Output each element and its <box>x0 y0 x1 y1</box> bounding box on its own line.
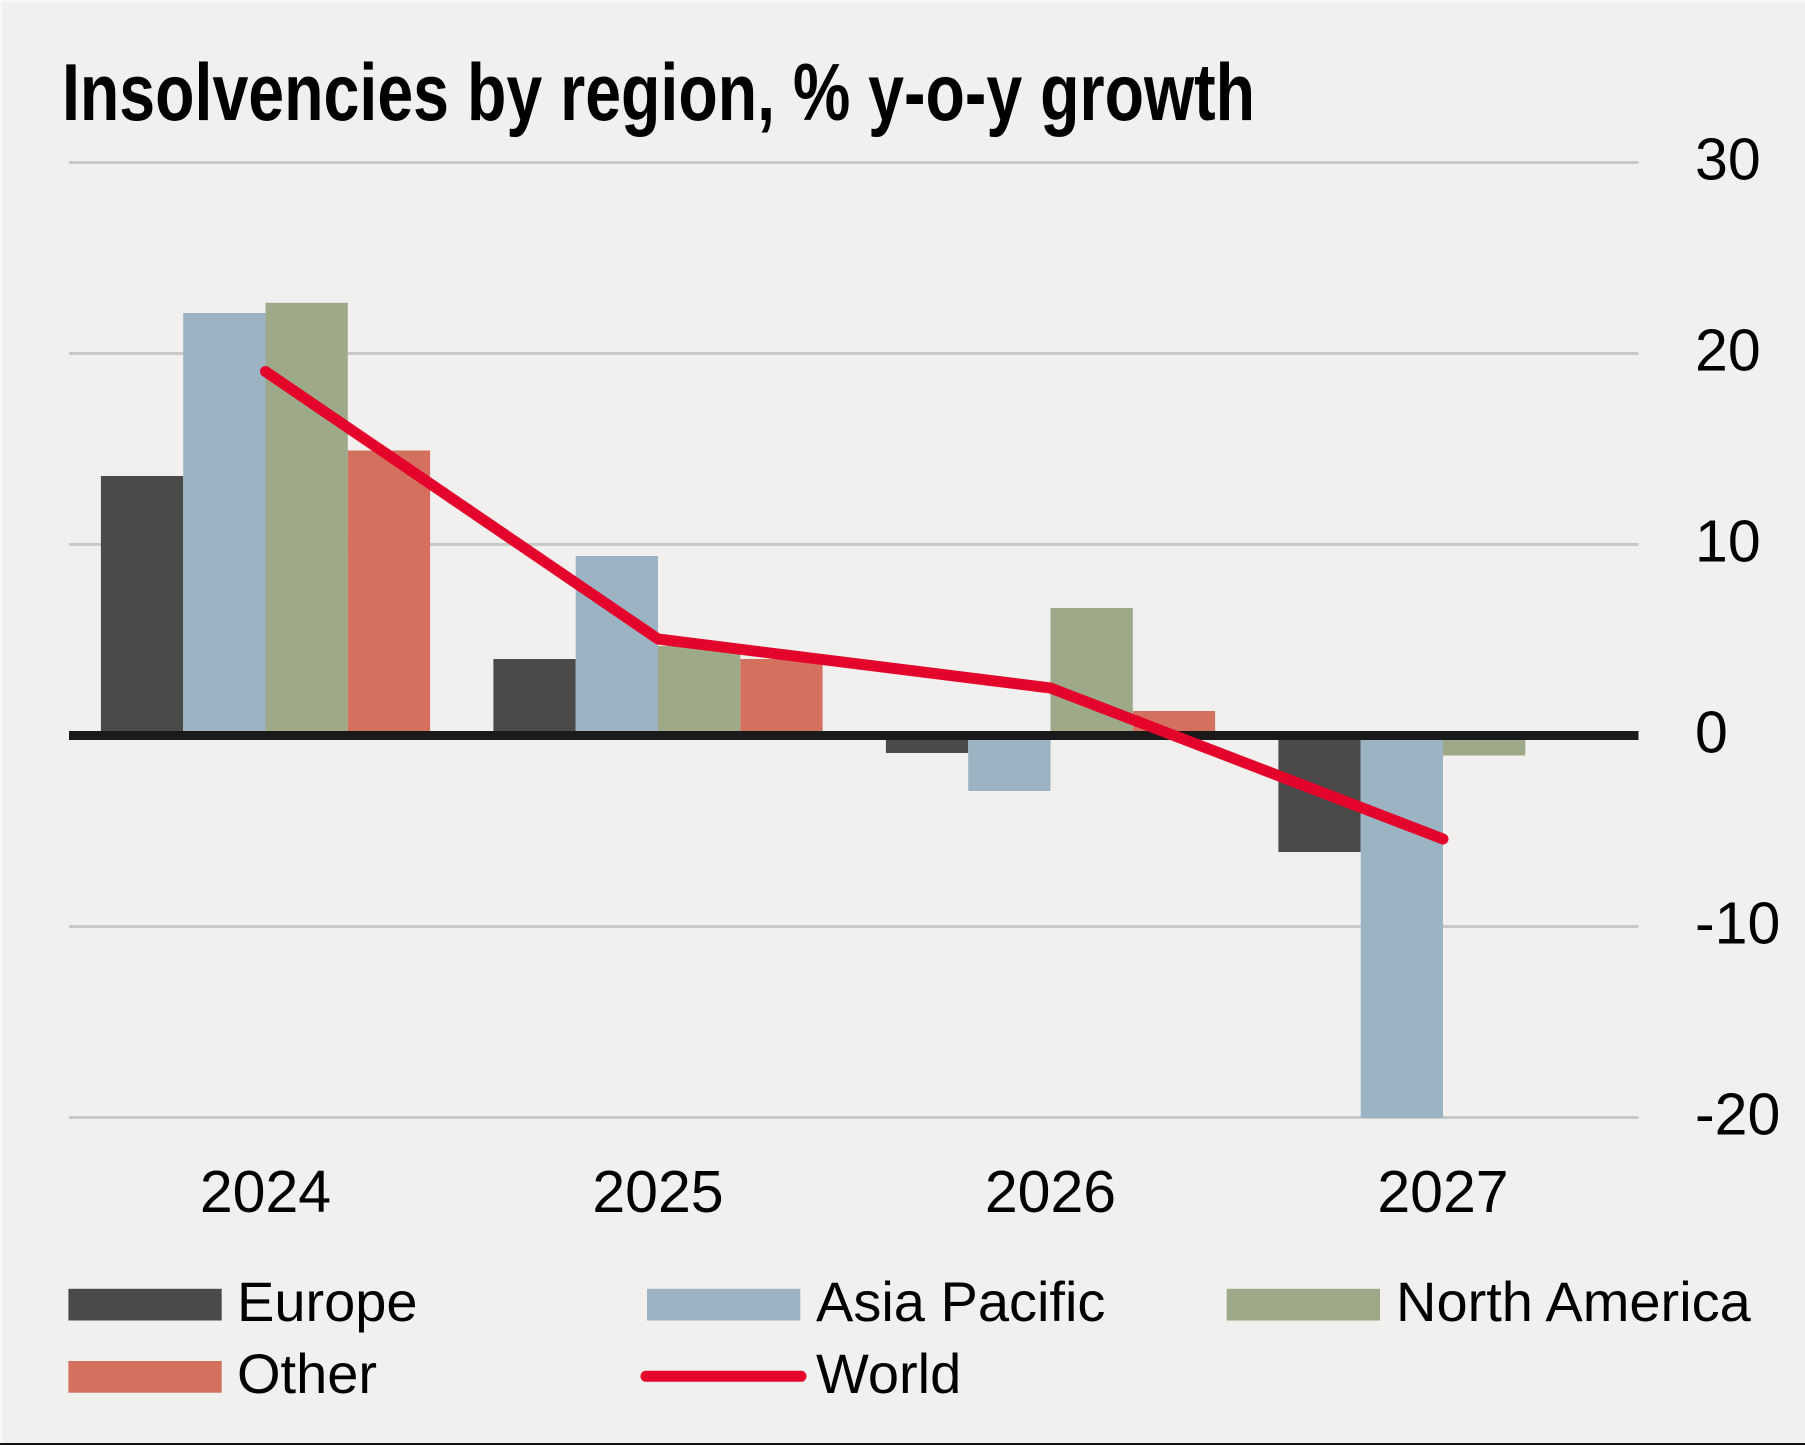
svg-text:North America: North America <box>1396 1270 1752 1333</box>
svg-text:30: 30 <box>1695 127 1761 193</box>
svg-text:10: 10 <box>1695 509 1761 575</box>
svg-text:-10: -10 <box>1695 891 1780 957</box>
svg-text:2027: 2027 <box>1377 1159 1508 1225</box>
svg-text:2026: 2026 <box>985 1159 1116 1225</box>
svg-text:0: 0 <box>1695 700 1728 766</box>
svg-text:2024: 2024 <box>200 1159 331 1225</box>
svg-text:Asia Pacific: Asia Pacific <box>816 1270 1105 1333</box>
svg-text:Other: Other <box>237 1342 377 1405</box>
svg-text:-20: -20 <box>1695 1082 1780 1148</box>
svg-text:Insolvencies by region, % y-o-: Insolvencies by region, % y-o-y growth <box>62 48 1255 138</box>
svg-text:Europe: Europe <box>237 1270 418 1333</box>
svg-text:20: 20 <box>1695 318 1761 384</box>
svg-text:2025: 2025 <box>592 1159 723 1225</box>
svg-text:World: World <box>816 1342 961 1405</box>
